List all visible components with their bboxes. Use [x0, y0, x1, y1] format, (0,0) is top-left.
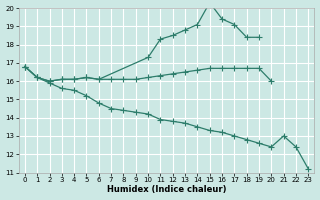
X-axis label: Humidex (Indice chaleur): Humidex (Indice chaleur) — [107, 185, 226, 194]
